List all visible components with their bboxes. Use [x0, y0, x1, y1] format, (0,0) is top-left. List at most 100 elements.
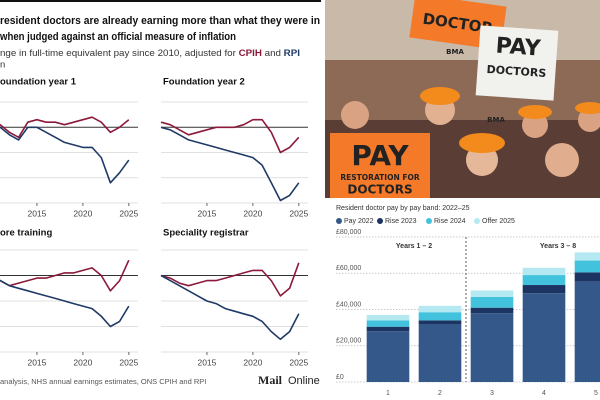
x-tick-label: 2020 [243, 357, 262, 367]
y-tick-label: £80,000 [336, 229, 361, 236]
line-panel: ore training 2015 2020 2025 [0, 228, 139, 367]
annotation: Years 1 – 2 [396, 243, 432, 250]
subtitle: nge in full-time equivalent pay since 20… [0, 48, 300, 59]
legend-swatch [426, 218, 432, 224]
sign-text: PAY [495, 33, 543, 61]
legend-label: Pay 2022 [344, 218, 374, 225]
panel-title: ore training [0, 228, 52, 239]
sign-text: DOCTORS [347, 183, 412, 197]
logo-mail: Mail [258, 373, 283, 387]
sign-text: BMA [446, 48, 464, 56]
panel-title: Speciality registrar [163, 228, 249, 239]
panel-title: Foundation year 2 [163, 77, 245, 88]
bar-segment [522, 285, 566, 294]
bar-segment [522, 275, 566, 286]
headline: resident doctors are already earning mor… [0, 15, 320, 27]
bar-segment [418, 324, 462, 382]
hat [459, 133, 505, 153]
bar-segment [470, 307, 514, 314]
subtitle-text: and [262, 48, 284, 59]
photo: PAY RESTORATION FOR DOCTORS DOCTOR PAY D… [325, 0, 600, 198]
sign [330, 133, 430, 198]
face [522, 112, 548, 138]
y-tick-label: £0 [336, 374, 344, 381]
bar-segment [470, 296, 514, 308]
x-tick-label: 2025 [119, 208, 138, 218]
x-tick-label: 3 [490, 390, 494, 397]
legend-swatch [336, 218, 342, 224]
line-series [160, 262, 300, 297]
subtitle-rpi: RPI [284, 48, 300, 59]
x-tick-label: 4 [542, 390, 546, 397]
subtitle-cpih: CPIH [239, 48, 262, 59]
hat [575, 102, 600, 114]
x-tick-label: 2025 [289, 208, 308, 218]
line-panel: Speciality registrar 2015 2020 2025 [160, 228, 309, 367]
x-tick-label: 2015 [197, 208, 216, 218]
line-panel: oundation year 1 2015 2020 2025 [0, 77, 139, 218]
y-tick-label: £40,000 [336, 301, 361, 308]
x-tick-label: 2015 [27, 208, 46, 218]
hat [420, 87, 460, 105]
x-tick-label: 2025 [289, 357, 308, 367]
y-tick-label: £60,000 [336, 265, 361, 272]
bar-segment [366, 314, 410, 321]
subtitle-text: nge in full-time equivalent pay since 20… [0, 48, 239, 59]
bar-segment [574, 281, 600, 382]
legend-swatch [474, 218, 480, 224]
sign-text: PAY [351, 139, 409, 172]
x-tick-label: 2015 [197, 357, 216, 367]
bar-segment [574, 272, 600, 282]
bar-chart: Resident doctor pay by pay band: 2022–25… [336, 205, 600, 397]
bar-segment [522, 293, 566, 382]
legend-label: Rise 2024 [434, 218, 466, 225]
legend-label: Offer 2025 [482, 218, 515, 225]
bar-segment [574, 260, 600, 273]
bar-segment [418, 305, 462, 313]
bar-segment [470, 290, 514, 297]
bar-segment [574, 252, 600, 261]
logo-online: Online [288, 375, 320, 387]
bar-segment [366, 320, 410, 327]
line-series [160, 118, 300, 154]
source: analysis, NHS annual earnings estimates,… [0, 377, 206, 386]
y-tick-label: £20,000 [336, 338, 361, 345]
subtitle: n [0, 60, 5, 71]
x-tick-label: 2 [438, 390, 442, 397]
face [545, 143, 579, 177]
x-tick-label: 1 [386, 390, 390, 397]
line-series [160, 274, 300, 341]
x-tick-label: 2025 [119, 357, 138, 367]
x-tick-label: 2020 [73, 208, 92, 218]
bar-segment [366, 331, 410, 382]
sign-text: RESTORATION FOR [340, 173, 419, 182]
panel-title: oundation year 1 [0, 77, 77, 88]
legend-label: Rise 2023 [385, 218, 417, 225]
x-tick-label: 2015 [27, 357, 46, 367]
line-series [0, 279, 130, 328]
face [578, 108, 600, 132]
x-tick-label: 2020 [243, 208, 262, 218]
annotation: Years 3 – 8 [540, 243, 576, 250]
chart-title: Resident doctor pay by pay band: 2022–25 [336, 205, 470, 212]
bar-segment [366, 326, 410, 332]
x-tick-label: 5 [594, 390, 598, 397]
bar-segment [522, 267, 566, 276]
line-series [0, 259, 130, 292]
line-series [160, 126, 300, 202]
bar-segment [418, 312, 462, 321]
bar-segment [418, 320, 462, 324]
headline: when judged against an official measure … [0, 31, 236, 43]
sign-text: DOCTORS [486, 63, 547, 80]
line-panel: Foundation year 2 2015 2020 2025 [160, 77, 309, 218]
line-series [0, 116, 130, 139]
sign [475, 25, 559, 101]
hat [518, 105, 552, 119]
bar-segment [470, 313, 514, 382]
x-tick-label: 2020 [73, 357, 92, 367]
face [341, 101, 369, 129]
sign-text: BMA [487, 116, 505, 124]
